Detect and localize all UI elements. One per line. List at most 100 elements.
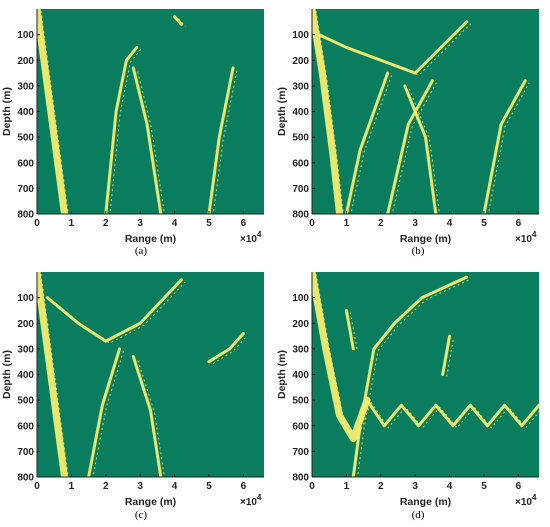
- chart-panel-a: 0 1 2 3 4 5 6 100 200 300 400 500 600 700 800 Range (m)…: [0, 0, 275, 263]
- y-tick-label: 600: [17, 158, 34, 169]
- y-tick-label: 400: [17, 107, 34, 118]
- ray-1: [45, 278, 183, 343]
- x-tick-label: 1: [69, 481, 75, 492]
- x-exponent-base: ×10: [515, 497, 532, 508]
- ray-2-scatter: [357, 278, 471, 477]
- x-tick-label: 4: [172, 481, 178, 492]
- ray-0: [312, 9, 344, 214]
- ray-5-scatter: [487, 82, 530, 214]
- ray-1-scatter: [322, 23, 472, 76]
- x-tick-label: 6: [516, 481, 522, 492]
- y-axis-label: Depth (m): [276, 350, 288, 399]
- ray-3: [386, 79, 434, 214]
- ray-1-scatter: [50, 281, 186, 344]
- ray-5: [482, 79, 527, 214]
- ray-0: [312, 272, 371, 443]
- x-exponent-label: ×104: [240, 230, 262, 245]
- y-tick-label: 500: [292, 396, 309, 407]
- panel-a-svg: 0 1 2 3 4 5 6 100 200 300 400 500 600 700 800 Range (m)…: [1, 9, 264, 245]
- ray-4: [207, 66, 235, 214]
- y-tick-label: 800: [292, 210, 309, 221]
- x-tick-label: 0: [34, 481, 40, 492]
- panel-caption-a: (a): [134, 245, 148, 257]
- y-tick-label: 400: [292, 107, 309, 118]
- ray-1: [104, 45, 139, 214]
- x-tick-label: 5: [481, 481, 487, 492]
- y-axis-label: Depth (m): [276, 87, 288, 136]
- x-tick-label: 3: [137, 481, 143, 492]
- ray-4: [441, 334, 452, 376]
- y-tick-label: 800: [17, 210, 34, 221]
- x-tick-label: 6: [241, 481, 247, 492]
- y-tick-label: 400: [17, 370, 34, 381]
- x-exponent-label: ×104: [240, 493, 262, 508]
- x-tick-label: 3: [412, 481, 418, 492]
- x-tick-label: 3: [412, 218, 418, 229]
- y-tick-label: 800: [292, 473, 309, 484]
- ray-2: [344, 71, 390, 214]
- y-tick-label: 500: [292, 133, 309, 144]
- y-tick-label: 700: [17, 447, 34, 458]
- y-tick-label: 300: [17, 344, 34, 355]
- x-tick-label: 6: [241, 218, 247, 229]
- y-tick-label: 300: [292, 344, 309, 355]
- plot-area: [312, 272, 539, 477]
- ray-3: [344, 308, 355, 351]
- ray-2: [351, 275, 469, 477]
- y-tick-label: 100: [17, 30, 34, 41]
- y-tick-label: 500: [17, 396, 34, 407]
- ray-0-scatter: [315, 10, 344, 214]
- ray-group: [37, 9, 238, 214]
- plot-area: [37, 9, 264, 214]
- y-tick-label: 200: [292, 56, 309, 67]
- ray-1-scatter: [109, 49, 142, 214]
- ray-0: [37, 272, 69, 477]
- panel-c-svg: 0 1 2 3 4 5 6 100 200 300 400 500 600 700 800 Range (m)…: [1, 272, 264, 508]
- x-exponent-label: ×104: [515, 230, 537, 245]
- ray-2: [131, 66, 163, 214]
- panel-caption-b: (b): [411, 245, 425, 257]
- ray-4: [403, 84, 438, 214]
- ray-2-scatter: [350, 74, 393, 214]
- panel-d-svg: 0 1 2 3 4 5 6 100 200 300 400 500 600 700 800 Range (m)…: [276, 272, 539, 508]
- ray-2-scatter: [136, 69, 166, 214]
- ray-3-scatter: [136, 358, 166, 477]
- x-exponent-base: ×10: [515, 234, 532, 245]
- x-tick-label: 0: [34, 218, 40, 229]
- y-tick-label: 400: [292, 370, 309, 381]
- ray-4-scatter: [408, 87, 441, 214]
- y-tick-label: 100: [17, 293, 34, 304]
- y-tick-label: 200: [17, 56, 34, 67]
- y-tick-label: 700: [292, 184, 309, 195]
- ray-4-scatter: [212, 69, 238, 214]
- y-tick-label: 100: [292, 293, 309, 304]
- y-tick-label: 200: [292, 319, 309, 330]
- y-tick-label: 300: [17, 81, 34, 92]
- y-tick-label: 600: [17, 421, 34, 432]
- x-tick-label: 2: [103, 218, 109, 229]
- chart-panel-b: 0 1 2 3 4 5 6 100 200 300 400 500 600 700 800 Range (m)…: [275, 0, 550, 263]
- ray-3: [173, 15, 183, 26]
- x-tick-label: 0: [309, 481, 315, 492]
- ray-3: [131, 355, 163, 477]
- ray-4: [207, 332, 245, 364]
- ray-group: [37, 272, 248, 477]
- x-tick-label: 6: [516, 218, 522, 229]
- x-tick-label: 5: [206, 218, 212, 229]
- x-tick-label: 1: [344, 481, 350, 492]
- x-tick-label: 4: [447, 481, 453, 492]
- x-exponent-base: ×10: [240, 497, 257, 508]
- ray-2: [87, 347, 122, 477]
- ray-3-scatter: [391, 82, 437, 214]
- x-axis-label: Range (m): [125, 233, 176, 245]
- x-tick-label: 4: [447, 218, 453, 229]
- ray-4-scatter: [446, 337, 455, 377]
- x-exponent-power: 4: [532, 230, 537, 239]
- ray-0-scatter: [315, 273, 372, 442]
- y-tick-label: 800: [17, 473, 34, 484]
- chart-panel-d: 0 1 2 3 4 5 6 100 200 300 400 500 600 700 800 Range (m)…: [275, 263, 550, 527]
- y-tick-label: 100: [292, 30, 309, 41]
- x-tick-label: 2: [103, 481, 109, 492]
- ray-3-scatter: [178, 18, 186, 27]
- y-tick-label: 600: [292, 421, 309, 432]
